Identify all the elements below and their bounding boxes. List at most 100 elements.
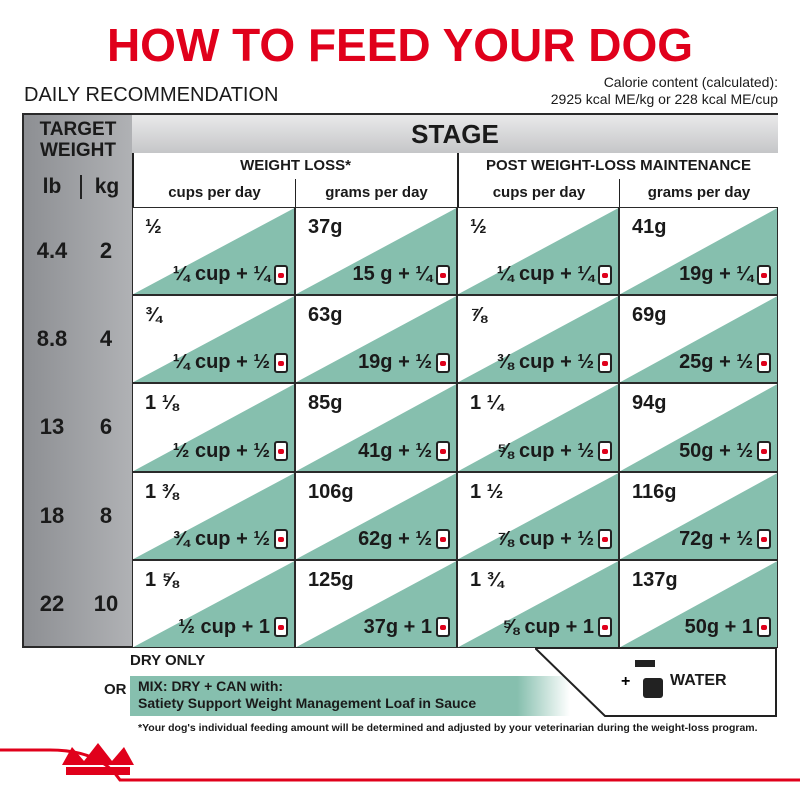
mix-amount: ¾ cup + ½ [173, 528, 288, 551]
kg-value: 10 [93, 590, 119, 616]
can-icon [274, 264, 288, 285]
dry-amount: 137g [632, 568, 678, 591]
mix-text: ⅞ cup + ½ [496, 527, 594, 550]
mix-amount: 50g + ½ [679, 440, 771, 463]
mix-text: ¼ cup + ¼ [172, 263, 270, 286]
feeding-cell: 37g 15 g + ¼ [295, 207, 457, 296]
dry-amount: 1 ¾ [470, 568, 504, 591]
mix-amount: 25g + ½ [679, 351, 771, 374]
mix-amount: 41g + ½ [358, 440, 450, 463]
can-icon [274, 617, 288, 638]
column-header: cups per day [457, 179, 619, 207]
dry-only: DRY ONLY [130, 652, 206, 669]
feeding-cell: 85g 41g + ½ [295, 383, 457, 472]
dry-amount: 1 ⅛ [145, 392, 179, 415]
kg-value: 8 [99, 502, 113, 528]
lb-value: 8.8 [36, 326, 68, 352]
feeding-cell: 1 ½ ⅞ cup + ½ [457, 471, 619, 560]
kg-value: 2 [99, 238, 113, 263]
lb-value: 13 [39, 414, 65, 440]
dry-amount: 37g [308, 216, 343, 238]
column-header: cups per day [132, 179, 295, 207]
stage-header: STAGE [132, 115, 778, 153]
mix-text: 62g + ½ [358, 527, 432, 550]
mix-label: MIX: DRY + CAN with: [138, 678, 284, 694]
calorie-line: 2925 kcal ME/kg or 228 kcal ME/cup [550, 91, 778, 107]
mix-amount: 37g + 1 [364, 616, 450, 639]
can-icon [598, 617, 612, 638]
feeding-cell: 1 ⅝ ½ cup + 1 [132, 559, 295, 648]
mix-amount: ½ cup + 1 [178, 616, 288, 639]
subtitle: DAILY RECOMMENDATION [24, 84, 279, 106]
dry-amount: ½ [145, 216, 162, 238]
mix-amount: ⅝ cup + ½ [497, 440, 612, 463]
can-icon [598, 441, 612, 462]
feeding-cell: 94g 50g + ½ [619, 383, 778, 472]
mix-amount: ¼ cup + ¼ [173, 263, 288, 286]
can-icon [436, 352, 450, 373]
lb-header: lb [42, 175, 62, 198]
dry-amount: ¾ [145, 304, 162, 327]
feeding-cell: 125g 37g + 1 [295, 559, 457, 648]
stage-name: WEIGHT LOSS* [132, 153, 457, 179]
column-header: grams per day [619, 179, 778, 207]
mix-text: ¾ cup + ½ [172, 527, 270, 550]
feeding-cell: ½ ¼ cup + ¼ [457, 207, 619, 296]
feeding-cell: 41g 19g + ¼ [619, 207, 778, 296]
water-box: + [535, 647, 777, 717]
mix-text: ½ cup + 1 [178, 615, 270, 638]
mix-text: ⅝ cup + ½ [496, 439, 594, 462]
mix-amount: 72g + ½ [679, 528, 771, 551]
mix-text: 72g + ½ [679, 527, 753, 550]
mix-text: 50g + 1 [684, 615, 753, 638]
mix-amount: 19g + ½ [358, 351, 450, 374]
dry-amount: 41g [632, 216, 667, 238]
footnote: *Your dog's individual feeding amount wi… [138, 722, 758, 734]
dry-amount: ⅞ [470, 304, 487, 327]
feeding-table: STAGE TARGET WEIGHT lb kg WEIGHT LOSS* cu… [22, 113, 778, 648]
weight-header: TARGET WEIGHT [39, 119, 117, 161]
mix-amount: ⅜ cup + ½ [497, 351, 612, 374]
mix-amount: 19g + ¼ [679, 263, 771, 286]
feeding-cell: ⅞ ⅜ cup + ½ [457, 295, 619, 384]
dry-amount: ½ [470, 216, 487, 238]
column-header: grams per day [295, 179, 457, 207]
feeding-cell: 106g 62g + ½ [295, 471, 457, 560]
feeding-cell: 1 ⅜ ¾ cup + ½ [132, 471, 295, 560]
can-icon [274, 441, 288, 462]
dry-amount: 1 ⅜ [145, 480, 179, 503]
can-icon [274, 529, 288, 550]
mix-amount: ¼ cup + ½ [173, 351, 288, 374]
mix-text: ½ cup + ½ [172, 439, 270, 462]
dry-amount: 63g [308, 304, 343, 327]
lb-value: 22 [39, 590, 65, 616]
feeding-cell: 1 ⅛ ½ cup + ½ [132, 383, 295, 472]
feeding-cell: 69g 25g + ½ [619, 295, 778, 384]
can-icon [757, 617, 771, 638]
dry-amount: 1 ⅝ [145, 568, 179, 591]
lb-value: 4.4 [36, 238, 68, 263]
feeding-cell: 63g 19g + ½ [295, 295, 457, 384]
can-icon [757, 352, 771, 373]
svg-text:+: + [621, 673, 630, 690]
mix-amount: ⅞ cup + ½ [497, 528, 612, 551]
mix-text: ¼ cup + ½ [172, 351, 270, 374]
mix-amount: ½ cup + ½ [173, 440, 288, 463]
water-label: WATER [670, 672, 727, 689]
title: HOW TO FEED YOUR DOG [106, 19, 694, 71]
feeding-cell: ¾ ¼ cup + ½ [132, 295, 295, 384]
stage-name: POST WEIGHT-LOSS MAINTENANCE [457, 153, 778, 179]
mix-band: MIX: DRY + CAN with: Satiety Support Wei… [130, 676, 570, 716]
dry-amount: 116g [632, 480, 677, 503]
dry-amount: 1 ¼ [470, 392, 504, 415]
mix-amount: 15 g + ¼ [352, 263, 450, 286]
mix-text: 19g + ½ [358, 351, 432, 374]
can-icon [598, 264, 612, 285]
mix-text: ⅜ cup + ½ [496, 351, 594, 374]
mix-text: ⅝ cup + 1 [502, 615, 594, 638]
can-icon [598, 529, 612, 550]
mix-text: 15 g + ¼ [352, 263, 433, 286]
mix-text: 25g + ½ [679, 351, 753, 374]
feeding-cell: 116g 72g + ½ [619, 471, 778, 560]
mix-text: 41g + ½ [358, 439, 432, 462]
